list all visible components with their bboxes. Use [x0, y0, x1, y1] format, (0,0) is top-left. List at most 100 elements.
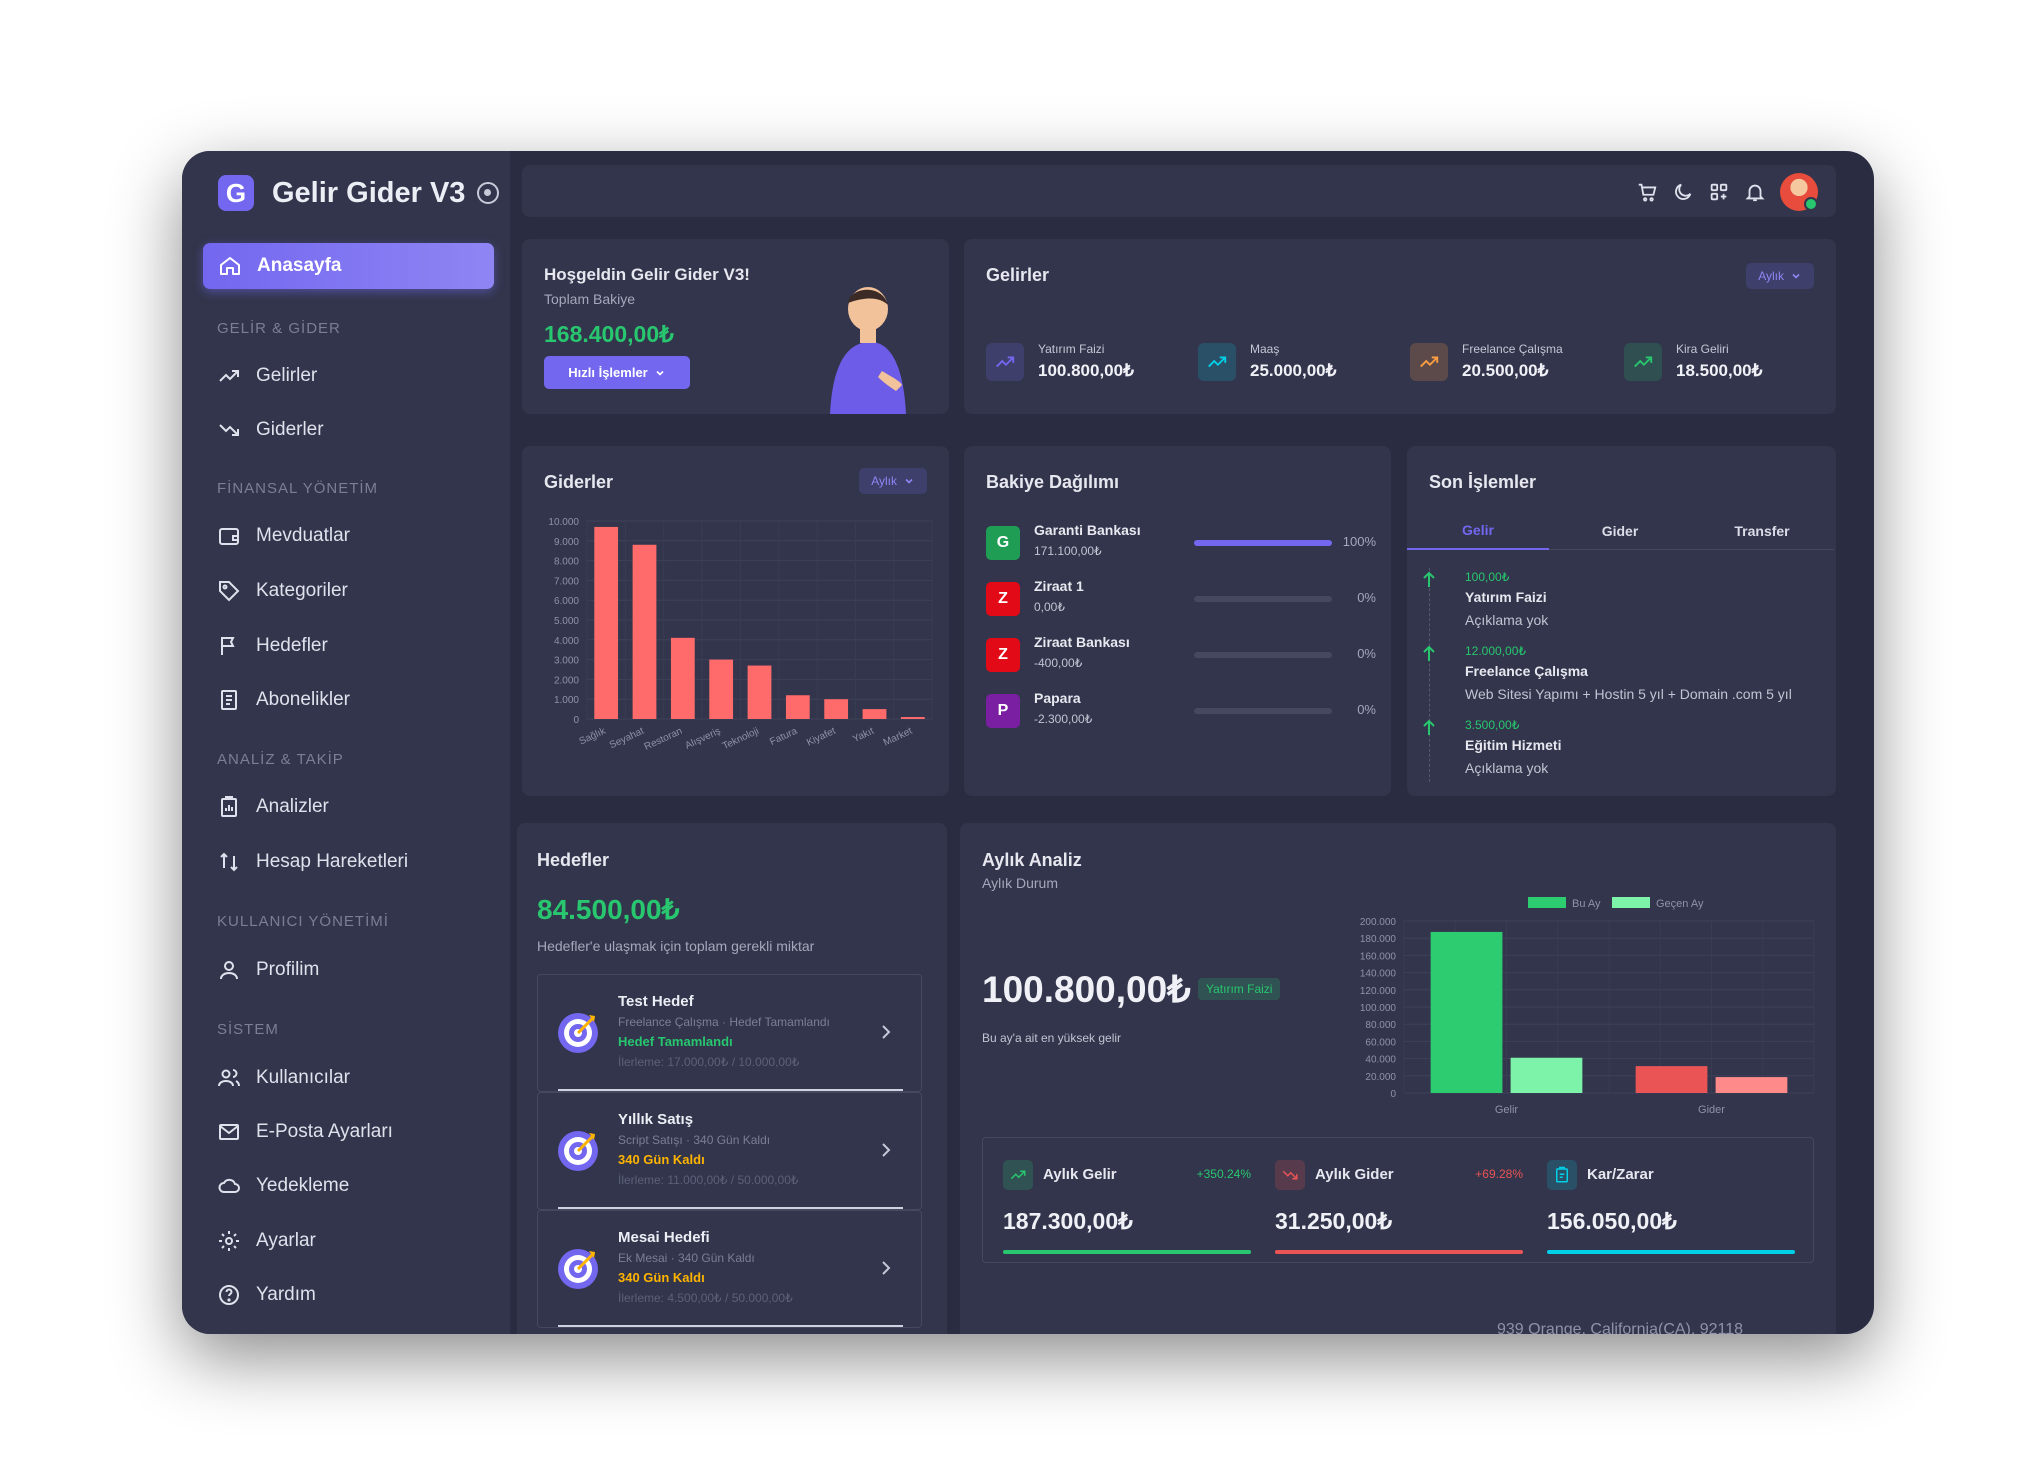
sidebar-item-label: Kategoriler — [256, 580, 348, 601]
bank-row[interactable]: G Garanti Bankası 171.100,00₺ 100% — [986, 520, 1376, 564]
logo[interactable]: G Gelir Gider V3 — [218, 173, 500, 213]
bank-progress-track — [1194, 708, 1332, 714]
bar[interactable] — [824, 699, 849, 719]
bar[interactable] — [900, 717, 925, 719]
sidebar-item-giderler[interactable]: Giderler — [203, 408, 494, 452]
stat-label: Aylık Gider — [1315, 1166, 1394, 1183]
sidebar-item-kullanicilar[interactable]: Kullanıcılar — [203, 1056, 494, 1100]
bank-name: Ziraat 1 — [1034, 578, 1084, 594]
sidebar-item-label: Profilim — [256, 959, 320, 980]
monthly-card: Aylık Analiz Aylık Durum 100.800,00₺ Yat… — [960, 823, 1836, 1334]
clipboard-chart-icon — [221, 796, 237, 817]
welcome-title: Hoşgeldin Gelir Gider V3! — [544, 265, 750, 284]
avatar[interactable] — [1780, 173, 1818, 211]
bank-amount: -400,00₺ — [1034, 656, 1083, 670]
bank-row[interactable]: P Papara -2.300,00₺ 0% — [986, 688, 1376, 732]
chevron-down-icon — [656, 370, 664, 376]
bank-logo-letter: G — [996, 534, 1010, 551]
trending-up-icon — [1003, 1160, 1033, 1190]
gear-icon — [219, 1231, 239, 1251]
bar[interactable] — [1510, 1057, 1583, 1093]
bar[interactable] — [670, 637, 695, 719]
sidebar-item-yedekleme[interactable]: Yedekleme — [203, 1164, 494, 1208]
cart-icon[interactable] — [1636, 181, 1658, 203]
cloud-icon — [218, 1178, 240, 1193]
quick-actions-button[interactable]: Hızlı İşlemler — [544, 356, 690, 389]
sidebar-item-ayarlar[interactable]: Ayarlar — [203, 1219, 494, 1263]
mail-icon — [219, 1124, 239, 1140]
bar[interactable] — [1635, 1066, 1708, 1093]
goal-item[interactable]: Yıllık Satış Script Satışı · 340 Gün Kal… — [537, 1092, 922, 1210]
bell-icon[interactable] — [1744, 181, 1766, 203]
bar[interactable] — [1715, 1077, 1788, 1093]
bar[interactable] — [862, 709, 887, 719]
y-tick-label: 3.000 — [554, 656, 579, 667]
bar[interactable] — [785, 695, 810, 719]
help-icon — [219, 1285, 239, 1305]
bar[interactable] — [594, 526, 619, 719]
income-item-yatirim[interactable]: Yatırım Faizi 100.800,00₺ — [986, 342, 1134, 381]
income-item-kira[interactable]: Kira Geliri 18.500,00₺ — [1624, 342, 1762, 381]
chevron-right-icon[interactable] — [879, 1023, 893, 1041]
tag-icon — [219, 581, 240, 602]
moon-icon[interactable] — [1672, 181, 1694, 203]
sidebar-item-hesap-hareketleri[interactable]: Hesap Hareketleri — [203, 840, 494, 884]
bar[interactable] — [632, 544, 657, 719]
transactions-title: Son İşlemler — [1429, 472, 1537, 492]
sidebar-item-anasayfa[interactable]: Anasayfa — [203, 243, 494, 289]
stat-monthly-income: Aylık Gelir +350.24% 187.300,00₺ — [1003, 1152, 1251, 1254]
bar[interactable] — [1430, 931, 1503, 1093]
sidebar-item-label: Abonelikler — [256, 689, 350, 710]
footer-address: 939 Orange, California(CA), 92118 — [1497, 1321, 1744, 1334]
trending-up-icon — [1198, 342, 1236, 381]
goal-item[interactable]: Test Hedef Freelance Çalışma · Hedef Tam… — [537, 974, 922, 1092]
sidebar-item-eposta[interactable]: E-Posta Ayarları — [203, 1110, 494, 1154]
goals-title: Hedefler — [537, 850, 610, 870]
user-icon — [220, 961, 238, 980]
goal-meta: Script Satışı · 340 Gün Kaldı — [618, 1133, 771, 1147]
monthly-title: Aylık Analiz — [982, 850, 1082, 870]
bank-row[interactable]: Z Ziraat Bankası -400,00₺ 0% — [986, 632, 1376, 676]
bank-name: Ziraat Bankası — [1034, 634, 1130, 650]
sidebar-item-kategoriler[interactable]: Kategoriler — [203, 569, 494, 613]
sidebar-item-mevduatlar[interactable]: Mevduatlar — [203, 514, 494, 558]
goals-card: Hedefler 84.500,00₺ Hedefler'e ulaşmak i… — [517, 823, 947, 1334]
legend-swatch — [1528, 897, 1566, 908]
y-tick-label: 40.000 — [1365, 1055, 1396, 1066]
goal-item[interactable]: Mesai Hedefi Ek Mesai · 340 Gün Kaldı 34… — [537, 1210, 922, 1328]
sidebar-item-profilim[interactable]: Profilim — [203, 948, 494, 992]
income-item-maas[interactable]: Maaş 25.000,00₺ — [1198, 342, 1336, 381]
topbar — [522, 165, 1836, 217]
chevron-right-icon[interactable] — [879, 1259, 893, 1277]
target-icon — [558, 1249, 598, 1289]
sidebar-item-gelirler[interactable]: Gelirler — [203, 354, 494, 398]
stat-change: +69.28% — [1475, 1167, 1523, 1181]
sidebar-pin-icon[interactable] — [477, 182, 500, 204]
sidebar-item-abonelikler[interactable]: Abonelikler — [203, 678, 494, 722]
wallet-icon — [219, 528, 239, 545]
transactions-card: Son İşlemler Gelir Gider Transfer 100,00… — [1407, 446, 1836, 796]
bank-progress-track — [1194, 540, 1332, 546]
apps-icon[interactable] — [1708, 181, 1730, 203]
section-finansal: FİNANSAL YÖNETİM — [217, 480, 379, 497]
app-title: Gelir Gider V3 — [272, 176, 466, 209]
y-tick-label: 1.000 — [554, 695, 579, 706]
transaction-category: Freelance Çalışma — [1465, 663, 1588, 679]
bar[interactable] — [747, 665, 772, 719]
expenses-period-select[interactable]: Aylık — [859, 468, 927, 494]
tab-gelir[interactable]: Gelir — [1407, 512, 1549, 550]
goal-progress: İlerleme: 11.000,00₺ / 50.000,00₺ — [618, 1173, 799, 1187]
income-item-freelance[interactable]: Freelance Çalışma 20.500,00₺ — [1410, 342, 1563, 381]
chevron-right-icon[interactable] — [879, 1141, 893, 1159]
sidebar-item-yardim[interactable]: Yardım — [203, 1273, 494, 1317]
sidebar-item-hedefler[interactable]: Hedefler — [203, 624, 494, 668]
x-tick-label: Alışveriş — [684, 726, 723, 752]
sidebar-item-analizler[interactable]: Analizler — [203, 785, 494, 829]
tab-transfer[interactable]: Transfer — [1734, 523, 1790, 539]
tab-gider[interactable]: Gider — [1601, 523, 1639, 539]
bar[interactable] — [709, 659, 734, 719]
bank-row[interactable]: Z Ziraat 1 0,00₺ 0% — [986, 576, 1376, 620]
balance-card: Bakiye Dağılımı G Garanti Bankası 171.10… — [964, 446, 1391, 796]
goal-divider — [558, 1325, 903, 1327]
incomes-period-select[interactable]: Aylık — [1746, 263, 1814, 289]
